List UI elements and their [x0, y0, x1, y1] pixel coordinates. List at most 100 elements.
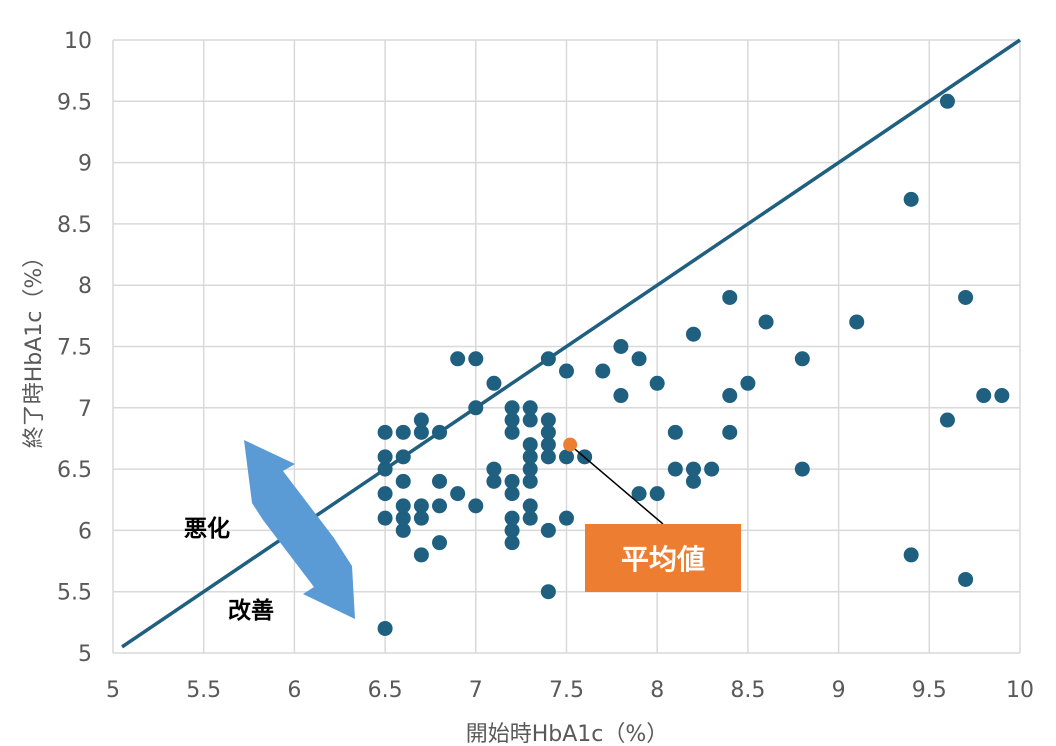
average-label-text: 平均値: [621, 543, 705, 576]
scatter-point: [413, 412, 429, 428]
scatter-point: [413, 498, 429, 514]
scatter-point: [377, 510, 393, 526]
x-tick-label: 6.5: [368, 678, 403, 703]
scatter-point: [504, 486, 520, 502]
scatter-point: [722, 289, 738, 305]
x-axis-title: 開始時HbA1c（%）: [466, 722, 669, 746]
scatter-point: [559, 510, 574, 526]
scatter-point: [377, 424, 393, 440]
scatter-point: [722, 388, 738, 404]
y-tick-label: 5.5: [57, 581, 92, 606]
scatter-point: [450, 351, 466, 367]
scatter-point: [540, 522, 556, 538]
scatter-point: [631, 351, 647, 367]
y-tick-label: 6: [78, 519, 92, 544]
scatter-point: [395, 510, 411, 526]
data-points: [377, 93, 1010, 636]
scatter-point: [740, 375, 756, 391]
scatter-point: [504, 522, 520, 538]
scatter-point: [595, 363, 611, 379]
scatter-point: [794, 351, 810, 367]
average-point: [563, 437, 578, 452]
reference-line-y-equals-x: [121, 38, 1021, 649]
scatter-point: [468, 351, 484, 367]
scatter-point: [667, 461, 683, 477]
average-label-box: [585, 524, 741, 592]
scatter-point: [903, 547, 919, 563]
scatter-point: [432, 424, 448, 440]
scatter-point: [413, 547, 429, 563]
double-arrow-icon: [244, 440, 355, 619]
scatter-point: [976, 388, 992, 404]
scatter-point: [432, 535, 448, 551]
scatter-point: [522, 498, 538, 514]
y-tick-label: 7: [78, 397, 92, 422]
scatter-point: [685, 461, 701, 477]
scatter-point: [413, 424, 429, 440]
average-leader-line: [572, 447, 664, 525]
scatter-point: [450, 486, 466, 502]
scatter-point: [432, 473, 448, 489]
worse-better-arrow: [244, 440, 355, 619]
scatter-point: [649, 375, 665, 391]
scatter-point: [468, 400, 484, 416]
scatter-point: [958, 571, 974, 587]
scatter-point: [559, 449, 574, 465]
scatter-point: [504, 412, 520, 428]
x-tick-label: 7: [469, 678, 483, 703]
average-label: 平均値: [585, 524, 741, 592]
grid-lines: [112, 39, 1021, 654]
x-tick-label: 9.5: [912, 678, 947, 703]
scatter-point: [849, 314, 865, 330]
scatter-point: [377, 486, 393, 502]
scatter-point: [504, 400, 520, 416]
scatter-point: [758, 314, 774, 330]
scatter-point: [540, 424, 556, 440]
scatter-point: [903, 191, 919, 207]
scatter-point: [722, 424, 738, 440]
scatter-point: [685, 326, 701, 342]
x-tick-label: 8.5: [730, 678, 765, 703]
scatter-point: [522, 449, 538, 465]
scatter-point: [377, 620, 393, 636]
scatter-point: [395, 498, 411, 514]
scatter-point: [522, 400, 538, 416]
scatter-point: [395, 424, 411, 440]
scatter-point: [559, 363, 574, 379]
scatter-point: [540, 437, 556, 453]
scatter-point: [613, 339, 629, 354]
x-tick-label: 8: [650, 678, 664, 703]
y-tick-label: 5: [78, 642, 92, 667]
scatter-point: [486, 375, 502, 391]
x-tick-label: 5: [106, 678, 120, 703]
scatter-point: [504, 535, 520, 551]
y-tick-label: 8: [78, 274, 92, 299]
x-tick-label: 9: [832, 678, 846, 703]
scatter-point: [667, 424, 683, 440]
scatter-point: [522, 461, 538, 477]
scatter-point: [504, 424, 520, 440]
scatter-point: [794, 461, 810, 477]
scatter-point: [522, 437, 538, 453]
y-tick-label: 9.5: [57, 90, 92, 115]
scatter-point: [522, 412, 538, 428]
better-label: 改善: [228, 597, 274, 624]
x-tick-label: 7.5: [549, 678, 584, 703]
scatter-point: [958, 289, 974, 305]
scatter-point: [540, 584, 556, 600]
scatter-point: [432, 498, 448, 514]
scatter-point: [413, 510, 429, 526]
scatter-point: [613, 388, 629, 404]
scatter-point: [540, 351, 556, 367]
scatter-point: [468, 498, 484, 514]
x-tick-label: 5.5: [186, 678, 221, 703]
y-tick-label: 9: [78, 152, 92, 177]
scatter-point: [395, 522, 411, 538]
scatter-point: [649, 486, 665, 502]
scatter-point: [377, 461, 393, 477]
scatter-point: [522, 473, 538, 489]
scatter-point: [994, 388, 1010, 404]
scatter-point: [631, 486, 647, 502]
scatter-point: [704, 461, 720, 477]
